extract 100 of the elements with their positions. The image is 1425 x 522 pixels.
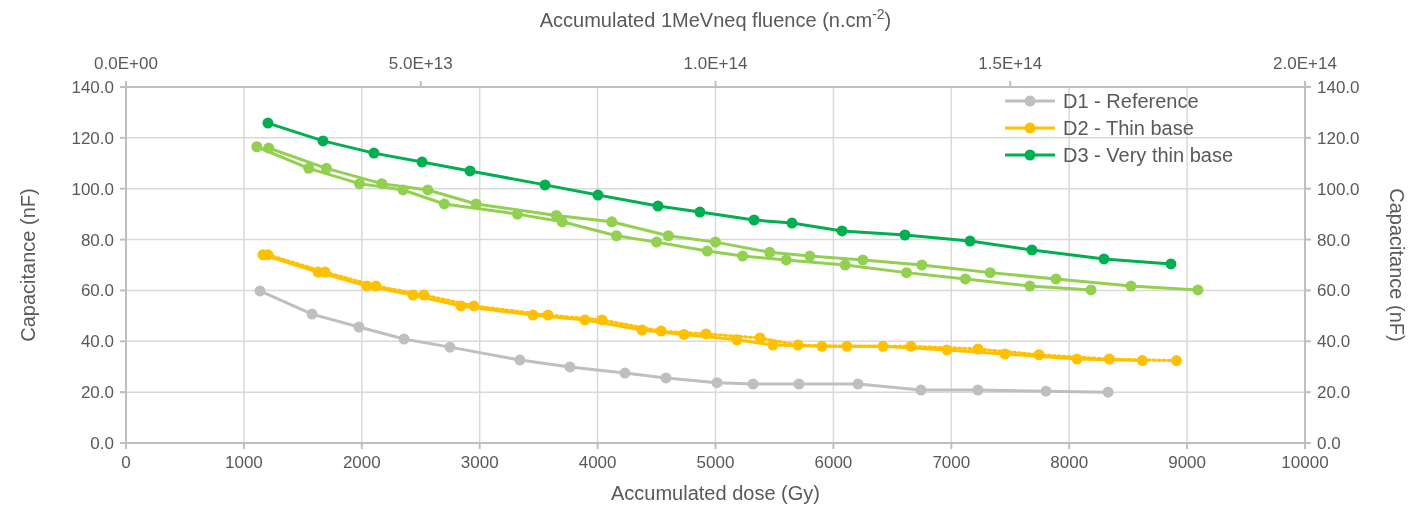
legend-label: D3 - Very thin base — [1063, 144, 1234, 166]
y-tick-label: 40.0 — [80, 332, 114, 352]
point — [353, 321, 365, 333]
point — [959, 273, 971, 285]
point — [701, 245, 713, 257]
point — [793, 378, 805, 390]
legend-label: D1 - Reference — [1063, 90, 1199, 112]
point — [1026, 244, 1038, 256]
point — [972, 384, 984, 396]
y2-tick-label: 140.0 — [1317, 77, 1360, 97]
x-tick-label: 3000 — [460, 453, 499, 472]
point — [660, 372, 672, 384]
point — [1165, 258, 1177, 270]
point — [694, 206, 706, 218]
point — [353, 178, 365, 190]
point — [1040, 385, 1052, 397]
point — [556, 216, 568, 228]
point — [754, 332, 766, 344]
point — [1033, 349, 1045, 361]
point — [397, 184, 409, 196]
point — [1050, 273, 1062, 285]
y-tick-label: 0.0 — [90, 433, 114, 453]
point — [964, 235, 976, 247]
point — [610, 230, 622, 242]
point — [1102, 386, 1114, 398]
point — [1170, 355, 1182, 367]
y2-tick-label: 0.0 — [1317, 433, 1341, 453]
y-tick-label: 80.0 — [80, 230, 114, 250]
point — [444, 341, 456, 353]
point — [370, 280, 382, 292]
y2-tick-label: 80.0 — [1317, 230, 1351, 250]
point — [916, 259, 928, 271]
point — [251, 141, 263, 153]
point — [972, 343, 984, 355]
point — [438, 198, 450, 210]
x2-tick-label: 5.0E+13 — [388, 54, 453, 73]
x2-axis-title: Accumulated 1MeVneq fluence (n.cm$^{-2}$) — [539, 6, 892, 31]
point — [398, 333, 410, 345]
point — [606, 216, 618, 228]
point — [564, 361, 576, 373]
point — [841, 340, 853, 352]
point — [262, 117, 274, 129]
point — [748, 214, 760, 226]
point — [368, 147, 380, 159]
x-tick-label: 9000 — [1168, 453, 1207, 472]
point — [542, 309, 554, 321]
y2-tick-label: 40.0 — [1317, 332, 1351, 352]
y2-axis-title: Capacitance (nF) — [1386, 188, 1408, 342]
point — [468, 300, 480, 312]
point — [254, 285, 266, 297]
point — [710, 236, 721, 248]
y2-tick-label: 100.0 — [1317, 179, 1360, 199]
x-tick-label: 2000 — [342, 453, 381, 472]
y2-tick-label: 20.0 — [1317, 383, 1351, 403]
point — [780, 254, 792, 266]
x-tick-label: 8000 — [1050, 453, 1089, 472]
point — [1024, 280, 1036, 292]
y-tick-label: 60.0 — [80, 281, 114, 301]
x-tick-label: 0 — [121, 453, 131, 472]
point — [539, 179, 551, 191]
point — [839, 259, 851, 271]
y-tick-label: 20.0 — [80, 383, 114, 403]
x-tick-label: 5000 — [696, 453, 735, 472]
point — [306, 308, 318, 320]
point — [747, 378, 759, 390]
point — [857, 254, 869, 266]
point — [792, 339, 804, 351]
x-axis-title: Accumulated dose (Gy) — [611, 482, 820, 504]
point — [786, 217, 798, 229]
point — [915, 384, 927, 396]
x-tick-label: 7000 — [932, 453, 971, 472]
y-tick-label: 100.0 — [71, 179, 114, 199]
x-tick-label: 4000 — [578, 453, 617, 472]
point — [619, 367, 631, 379]
x2-tick-label: 0.0E+00 — [94, 54, 158, 73]
point — [737, 250, 749, 262]
point — [303, 162, 315, 174]
x-tick-label: 1000 — [224, 453, 263, 472]
point — [596, 314, 608, 326]
y-tick-label: 120.0 — [71, 128, 114, 148]
point — [652, 200, 664, 212]
point — [422, 184, 434, 196]
legend-label: D2 - Thin base — [1063, 117, 1194, 139]
point — [852, 378, 864, 390]
point — [416, 156, 428, 168]
point — [655, 325, 667, 337]
x2-tick-label: 1.0E+14 — [683, 54, 748, 73]
y-tick-label: 140.0 — [71, 77, 114, 97]
point — [1098, 253, 1110, 265]
point — [901, 267, 912, 279]
point — [662, 230, 674, 242]
point — [804, 250, 816, 262]
y2-tick-label: 60.0 — [1317, 281, 1351, 301]
point — [899, 229, 911, 241]
point — [511, 208, 523, 220]
point — [418, 289, 430, 301]
y2-tick-label: 120.0 — [1317, 128, 1360, 148]
x2-tick-label: 1.5E+14 — [978, 54, 1043, 73]
point — [464, 165, 476, 177]
point — [317, 135, 329, 147]
